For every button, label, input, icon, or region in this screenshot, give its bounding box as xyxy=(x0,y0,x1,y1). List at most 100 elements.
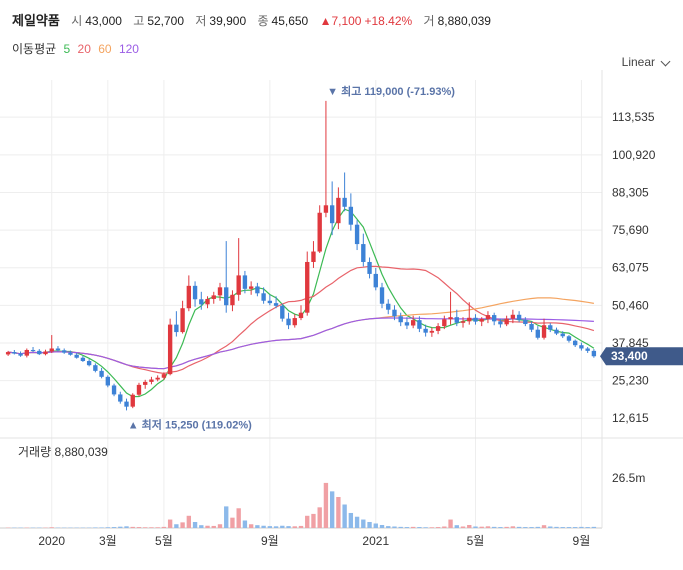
candle-body xyxy=(155,377,160,380)
candle-body xyxy=(248,286,254,289)
volume-bar xyxy=(442,526,447,528)
volume-bar xyxy=(167,519,173,528)
volume-bar xyxy=(93,527,98,528)
volume-bar xyxy=(429,527,435,528)
candle-body xyxy=(292,318,297,326)
volume-bar xyxy=(224,506,229,528)
candle-body xyxy=(311,251,316,262)
volume-bar xyxy=(398,526,403,528)
ma-5-label[interactable]: 5 xyxy=(63,42,71,56)
volume-bar xyxy=(149,527,154,528)
candle-body xyxy=(286,318,291,326)
volume-bar xyxy=(99,527,104,528)
volume-bar xyxy=(473,526,478,528)
candle-body xyxy=(579,345,584,349)
candle-body xyxy=(373,273,378,288)
candle-body xyxy=(410,320,416,326)
candle-body xyxy=(37,350,42,355)
candle-body xyxy=(18,353,23,356)
scale-selector[interactable]: Linear xyxy=(621,55,655,69)
candle-body xyxy=(435,326,441,331)
ma-120-label[interactable]: 120 xyxy=(118,42,139,56)
low-marker-label: ▲ 최저 15,250 (119.02%) xyxy=(128,417,252,431)
candle-body xyxy=(305,261,310,313)
volume-bar xyxy=(174,524,179,528)
low-label: 저 xyxy=(195,14,207,28)
candle-body xyxy=(12,352,17,354)
low-value: 39,900 xyxy=(209,14,247,28)
candle-body xyxy=(423,328,428,333)
current-price-label: 33,400 xyxy=(611,349,648,363)
volume-bar xyxy=(348,512,354,528)
candle-body xyxy=(105,376,111,386)
volume-bar xyxy=(49,527,54,528)
candle-body xyxy=(180,308,185,333)
volume-bar xyxy=(354,516,360,528)
candle-body xyxy=(379,287,385,304)
volume-bar xyxy=(523,527,528,528)
candle-body xyxy=(541,325,547,338)
x-tick-label: 2021 xyxy=(362,534,389,548)
candle-body xyxy=(205,298,210,305)
volume-bar xyxy=(248,524,254,528)
close-label: 종 xyxy=(257,14,269,28)
candle-body xyxy=(429,330,435,333)
candle-body xyxy=(93,365,98,371)
candle-body xyxy=(523,319,528,325)
candle-body xyxy=(342,197,347,207)
y-tick-label: 75,690 xyxy=(612,223,649,237)
volume-bar xyxy=(255,525,260,528)
candle-body xyxy=(417,320,422,329)
candle-body xyxy=(491,315,497,322)
volume-bar xyxy=(460,526,466,528)
high-value: 52,700 xyxy=(147,14,185,28)
candle-body xyxy=(560,333,565,337)
volume-bar xyxy=(392,526,397,528)
high-label: 고 xyxy=(133,14,145,28)
candle-body xyxy=(460,321,466,323)
volume-bar xyxy=(286,526,291,528)
candle-body xyxy=(392,309,397,317)
volume-bar xyxy=(305,515,310,528)
candle-body xyxy=(143,381,148,385)
x-tick-label: 3월 xyxy=(99,534,117,548)
volume-bar xyxy=(273,526,279,528)
candle-body xyxy=(130,394,135,407)
candle-body xyxy=(236,275,241,295)
candle-body xyxy=(573,340,578,346)
volume-bar xyxy=(548,526,553,528)
x-tick-label: 9월 xyxy=(261,534,279,548)
candle-body xyxy=(68,352,73,355)
volume-bar xyxy=(267,526,273,528)
volume-bar xyxy=(199,525,204,528)
volume-bar xyxy=(566,527,572,528)
candle-body xyxy=(329,205,335,224)
candle-body xyxy=(55,348,61,351)
candle-body xyxy=(261,293,266,301)
candle-body xyxy=(323,205,329,213)
candle-body xyxy=(442,319,447,327)
candle-body xyxy=(404,322,410,326)
volume-bar xyxy=(180,522,185,528)
candle-body xyxy=(298,312,304,319)
candle-body xyxy=(354,224,360,245)
volume-bar xyxy=(467,524,472,528)
volume-bar xyxy=(161,526,167,528)
ma-20-label[interactable]: 20 xyxy=(77,42,91,56)
volume-bar xyxy=(143,527,148,528)
candle-body xyxy=(74,354,79,358)
candle-body xyxy=(336,197,341,224)
candle-body xyxy=(49,348,54,352)
candle-body xyxy=(124,401,129,407)
ma-60-label[interactable]: 60 xyxy=(98,42,112,56)
y-tick-label: 12,615 xyxy=(612,411,649,425)
candle-body xyxy=(224,287,229,306)
volume-bar xyxy=(554,526,559,528)
candle-body xyxy=(591,350,597,357)
candle-body xyxy=(473,317,478,322)
candle-body xyxy=(548,325,553,330)
volume-bar xyxy=(479,526,484,528)
candle-body xyxy=(217,287,223,296)
volume-bar xyxy=(261,525,266,528)
